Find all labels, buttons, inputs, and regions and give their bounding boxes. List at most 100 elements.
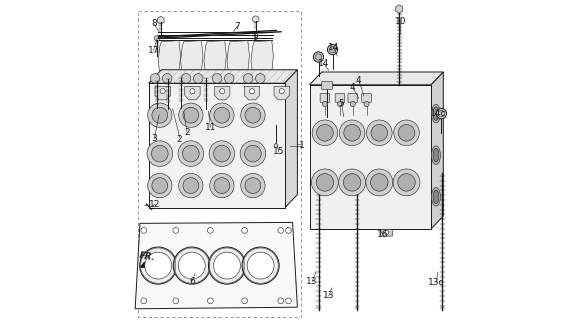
Ellipse shape [431, 188, 441, 206]
Circle shape [316, 174, 333, 191]
Circle shape [193, 74, 203, 83]
Circle shape [371, 124, 388, 141]
Polygon shape [204, 41, 226, 77]
Circle shape [179, 173, 203, 198]
Circle shape [364, 101, 369, 107]
Text: 3: 3 [151, 134, 157, 143]
Circle shape [278, 298, 283, 304]
Polygon shape [227, 41, 250, 77]
Circle shape [278, 228, 283, 233]
Circle shape [240, 141, 266, 166]
Ellipse shape [431, 104, 441, 123]
Circle shape [366, 169, 393, 196]
Circle shape [247, 252, 274, 279]
Circle shape [207, 228, 213, 233]
Circle shape [168, 67, 171, 71]
Circle shape [141, 298, 147, 304]
Circle shape [315, 54, 322, 60]
Circle shape [279, 89, 284, 94]
Text: 14: 14 [328, 43, 339, 52]
Polygon shape [148, 83, 285, 208]
Circle shape [312, 120, 338, 146]
Circle shape [242, 228, 247, 233]
Ellipse shape [433, 190, 439, 204]
Polygon shape [285, 70, 297, 208]
Circle shape [339, 169, 365, 196]
FancyBboxPatch shape [381, 229, 393, 236]
Polygon shape [431, 72, 443, 229]
Circle shape [313, 52, 324, 62]
Text: 7: 7 [235, 22, 240, 31]
FancyBboxPatch shape [348, 93, 357, 102]
Circle shape [438, 110, 445, 117]
Circle shape [241, 173, 265, 198]
Circle shape [181, 74, 191, 83]
Circle shape [245, 107, 261, 123]
Circle shape [214, 178, 230, 194]
Circle shape [140, 247, 177, 284]
Circle shape [179, 103, 203, 127]
Polygon shape [310, 85, 431, 229]
Circle shape [210, 173, 234, 198]
Circle shape [190, 67, 194, 71]
Circle shape [286, 298, 292, 304]
Text: 13c: 13c [428, 278, 445, 287]
Circle shape [245, 178, 261, 194]
Circle shape [317, 124, 333, 141]
Circle shape [209, 141, 235, 166]
Circle shape [385, 231, 389, 235]
Circle shape [207, 298, 213, 304]
FancyBboxPatch shape [335, 93, 345, 102]
Circle shape [151, 145, 168, 162]
Polygon shape [135, 222, 297, 309]
Circle shape [183, 107, 198, 123]
Text: 16: 16 [377, 230, 389, 239]
Circle shape [339, 120, 365, 146]
Circle shape [398, 124, 415, 141]
Circle shape [255, 74, 265, 83]
Circle shape [398, 174, 415, 191]
Circle shape [173, 228, 179, 233]
Circle shape [311, 169, 338, 196]
Circle shape [152, 178, 168, 194]
Circle shape [208, 247, 246, 284]
Circle shape [160, 89, 165, 94]
FancyBboxPatch shape [320, 93, 330, 102]
Circle shape [214, 252, 240, 279]
Circle shape [350, 101, 356, 107]
Circle shape [162, 74, 172, 83]
Polygon shape [244, 86, 260, 100]
Circle shape [243, 74, 253, 83]
Circle shape [241, 103, 265, 127]
Text: 2: 2 [184, 128, 190, 137]
Text: 9: 9 [252, 33, 258, 42]
Text: 6: 6 [189, 277, 194, 286]
Text: 13: 13 [306, 277, 318, 286]
Text: 13: 13 [323, 292, 335, 300]
Polygon shape [274, 86, 289, 100]
Circle shape [152, 107, 168, 123]
Circle shape [148, 173, 172, 198]
Polygon shape [215, 86, 230, 100]
Circle shape [250, 89, 254, 94]
Polygon shape [148, 70, 297, 83]
Circle shape [274, 144, 278, 148]
Text: 14: 14 [318, 59, 329, 68]
Text: 1: 1 [299, 141, 304, 150]
Circle shape [260, 67, 264, 71]
Text: 17: 17 [148, 46, 159, 55]
Circle shape [150, 74, 160, 83]
Circle shape [436, 108, 446, 119]
Circle shape [145, 252, 172, 279]
Text: 4: 4 [356, 76, 361, 85]
Circle shape [322, 101, 328, 107]
Circle shape [338, 101, 343, 107]
Text: 12: 12 [150, 200, 161, 209]
Circle shape [286, 228, 292, 233]
Text: 11: 11 [205, 123, 216, 132]
Ellipse shape [431, 146, 441, 164]
Polygon shape [180, 41, 203, 77]
Circle shape [178, 141, 204, 166]
Circle shape [147, 141, 173, 166]
Circle shape [371, 174, 388, 191]
